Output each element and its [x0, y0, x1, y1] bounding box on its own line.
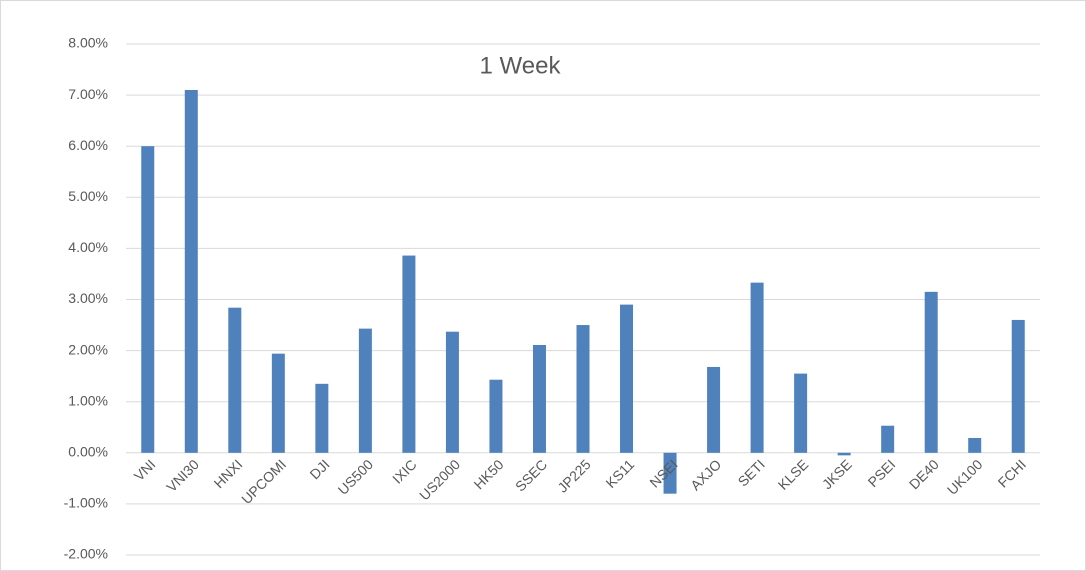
y-tick-label: 4.00%: [68, 239, 108, 255]
bar: [402, 255, 416, 453]
bar: [924, 291, 938, 453]
y-tick-label: 8.00%: [68, 35, 108, 51]
bar: [141, 146, 155, 453]
bar: [576, 325, 590, 453]
bar: [881, 425, 895, 453]
bar: [837, 452, 851, 456]
bar: [228, 307, 242, 453]
bar: [750, 282, 764, 453]
y-tick-label: -1.00%: [64, 495, 108, 511]
y-tick-label: 3.00%: [68, 290, 108, 306]
y-tick-label: 2.00%: [68, 341, 108, 357]
bar: [663, 452, 677, 494]
bar: [1011, 319, 1025, 453]
y-tick-label: 5.00%: [68, 188, 108, 204]
y-tick-label: -2.00%: [64, 546, 108, 562]
bar: [489, 379, 503, 453]
bar: [445, 331, 459, 453]
y-tick-label: 7.00%: [68, 86, 108, 102]
chart-title: 1 Week: [480, 52, 562, 79]
bar: [620, 304, 634, 453]
bar: [358, 328, 372, 453]
bar: [707, 366, 721, 453]
bar: [794, 373, 808, 453]
bar: [532, 344, 546, 453]
bar: [968, 437, 982, 453]
bar: [184, 89, 198, 453]
y-tick-label: 0.00%: [68, 444, 108, 460]
y-tick-label: 6.00%: [68, 137, 108, 153]
y-tick-label: 1.00%: [68, 392, 108, 408]
bar: [271, 353, 285, 453]
bar: [315, 383, 329, 453]
